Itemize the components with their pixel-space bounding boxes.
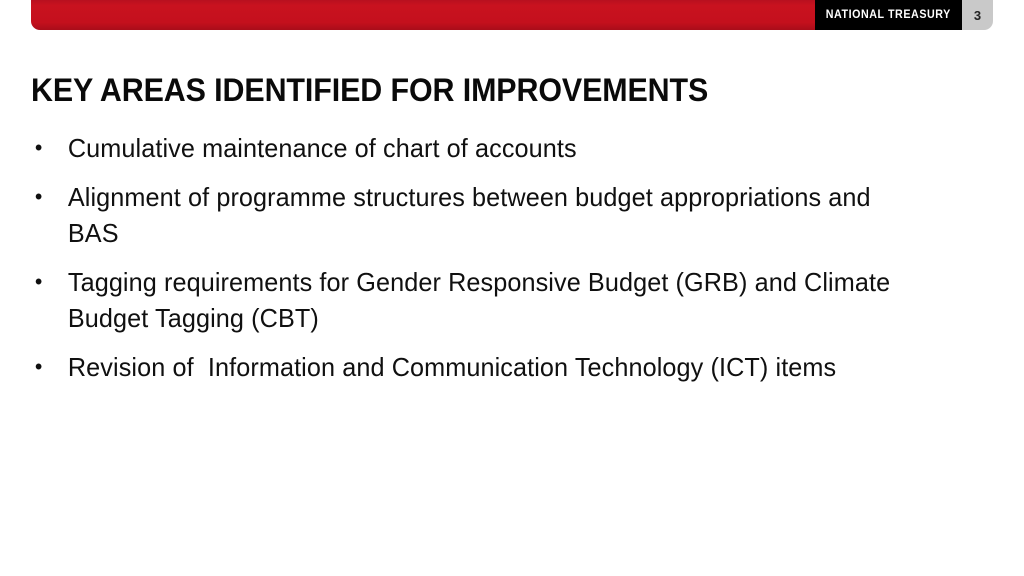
brand-label: NATIONAL TREASURY xyxy=(825,9,952,21)
slide-number-text: 3 xyxy=(973,7,982,23)
list-item: • Tagging requirements for Gender Respon… xyxy=(31,264,904,336)
brand-logo-box: NATIONAL TREASURY xyxy=(815,0,962,30)
list-item: • Revision of Information and Communicat… xyxy=(31,349,904,385)
list-item: • Alignment of programme structures betw… xyxy=(31,179,904,251)
page-title: KEY AREAS IDENTIFIED FOR IMPROVEMENTS xyxy=(31,72,709,109)
bullet-dot-icon: • xyxy=(34,135,43,160)
list-item-text: Alignment of programme structures betwee… xyxy=(67,182,878,248)
bullet-dot-icon: • xyxy=(34,184,43,209)
list-item-text: Revision of Information and Communicatio… xyxy=(67,352,837,382)
list-item: • Cumulative maintenance of chart of acc… xyxy=(31,130,904,166)
bullet-list: • Cumulative maintenance of chart of acc… xyxy=(31,130,931,398)
list-item-text: Tagging requirements for Gender Responsi… xyxy=(67,267,898,333)
list-item-text: Cumulative maintenance of chart of accou… xyxy=(67,133,577,163)
bullet-dot-icon: • xyxy=(34,269,43,294)
header-red-bar xyxy=(31,0,815,30)
slide-number-badge: 3 xyxy=(962,0,993,30)
slide-header-band: NATIONAL TREASURY 3 xyxy=(0,0,1024,31)
bullet-dot-icon: • xyxy=(34,354,43,379)
